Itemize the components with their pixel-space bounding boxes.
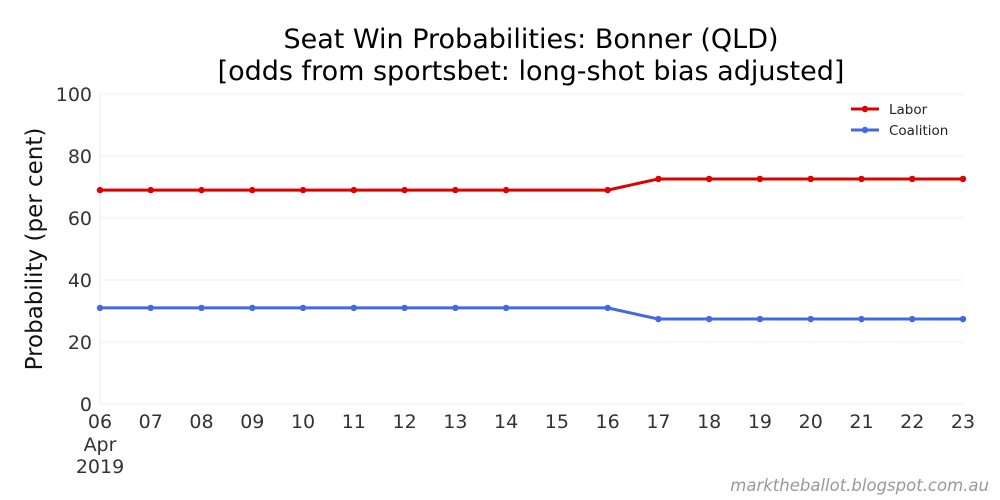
data-point-coalition [350, 304, 358, 312]
x-tick-label: 23 [951, 411, 975, 433]
data-point-labor [249, 186, 256, 194]
legend: Labor Coalition [851, 102, 948, 139]
chart-title: Seat Win Probabilities: Bonner (QLD) [283, 24, 778, 55]
x-tick-label: 16 [596, 411, 620, 433]
data-point-coalition [604, 304, 611, 312]
y-tick-label: 80 [68, 146, 92, 168]
data-point-coalition [756, 315, 764, 323]
series-line-labor [100, 177, 963, 192]
data-point-coalition [502, 304, 510, 312]
x-tick-label: 14 [494, 411, 518, 433]
x-tick-label: 09 [240, 411, 264, 433]
data-point-labor [350, 186, 358, 194]
x-tick-label: 19 [748, 411, 772, 433]
legend-marker-coalition [861, 126, 869, 134]
x-tick-label: 08 [189, 411, 213, 433]
data-point-coalition [452, 304, 459, 312]
data-point-labor [756, 175, 764, 183]
x-tick-sublabel: Apr [84, 434, 117, 456]
x-tick-label: 21 [849, 411, 873, 433]
data-point-coalition [705, 315, 713, 323]
data-point-coalition [249, 304, 256, 312]
data-point-coalition [401, 304, 408, 312]
data-point-coalition [198, 304, 205, 312]
watermark: marktheballot.blogspot.com.au [730, 476, 989, 495]
x-tick-label: 17 [646, 411, 670, 433]
data-point-labor [198, 186, 205, 194]
series-lines [96, 175, 967, 323]
data-point-labor [858, 175, 865, 183]
data-point-coalition [96, 304, 104, 312]
data-point-labor [401, 186, 408, 194]
x-tick-sublabel: 2019 [76, 456, 124, 478]
data-point-labor [655, 175, 662, 183]
data-point-labor [909, 175, 916, 183]
legend-label-coalition: Coalition [889, 123, 948, 139]
data-point-coalition [858, 315, 865, 323]
x-tick-label: 11 [342, 411, 366, 433]
chart-subtitle: [odds from sportsbet: long-shot bias adj… [218, 56, 845, 87]
y-tick-label: 40 [68, 270, 92, 292]
data-point-coalition [807, 315, 814, 323]
gridlines [99, 93, 963, 405]
x-tick-label: 18 [697, 411, 721, 433]
data-point-labor [96, 186, 104, 194]
y-tick-label: 100 [56, 84, 92, 106]
y-axis-label: Probability (per cent) [22, 128, 48, 371]
data-point-labor [147, 186, 154, 194]
data-point-coalition [959, 315, 967, 323]
y-tick-label: 20 [68, 332, 92, 354]
y-tick-label: 0 [80, 394, 92, 416]
x-tick-label: 07 [139, 411, 163, 433]
x-tick-label: 20 [799, 411, 823, 433]
x-tick-label: 22 [900, 411, 924, 433]
data-point-labor [604, 186, 611, 194]
data-point-labor [705, 175, 713, 183]
series-line-coalition [100, 306, 963, 321]
data-point-labor [959, 175, 967, 183]
y-tick-labels: 0 20 40 60 80 100 [56, 84, 92, 416]
legend-label-labor: Labor [889, 102, 928, 118]
x-tick-label: 15 [545, 411, 569, 433]
x-tick-label: 10 [291, 411, 315, 433]
x-tick-label: 12 [392, 411, 416, 433]
data-point-labor [299, 186, 307, 194]
data-point-labor [807, 175, 814, 183]
data-point-coalition [299, 304, 307, 312]
data-point-coalition [909, 315, 916, 323]
y-tick-label: 60 [68, 208, 92, 230]
data-point-coalition [655, 315, 662, 323]
x-tick-label: 13 [443, 411, 467, 433]
x-tick-label: 06 [88, 411, 112, 433]
data-point-labor [502, 186, 510, 194]
data-point-coalition [147, 304, 154, 312]
legend-marker-labor [861, 105, 869, 113]
data-point-labor [452, 186, 459, 194]
